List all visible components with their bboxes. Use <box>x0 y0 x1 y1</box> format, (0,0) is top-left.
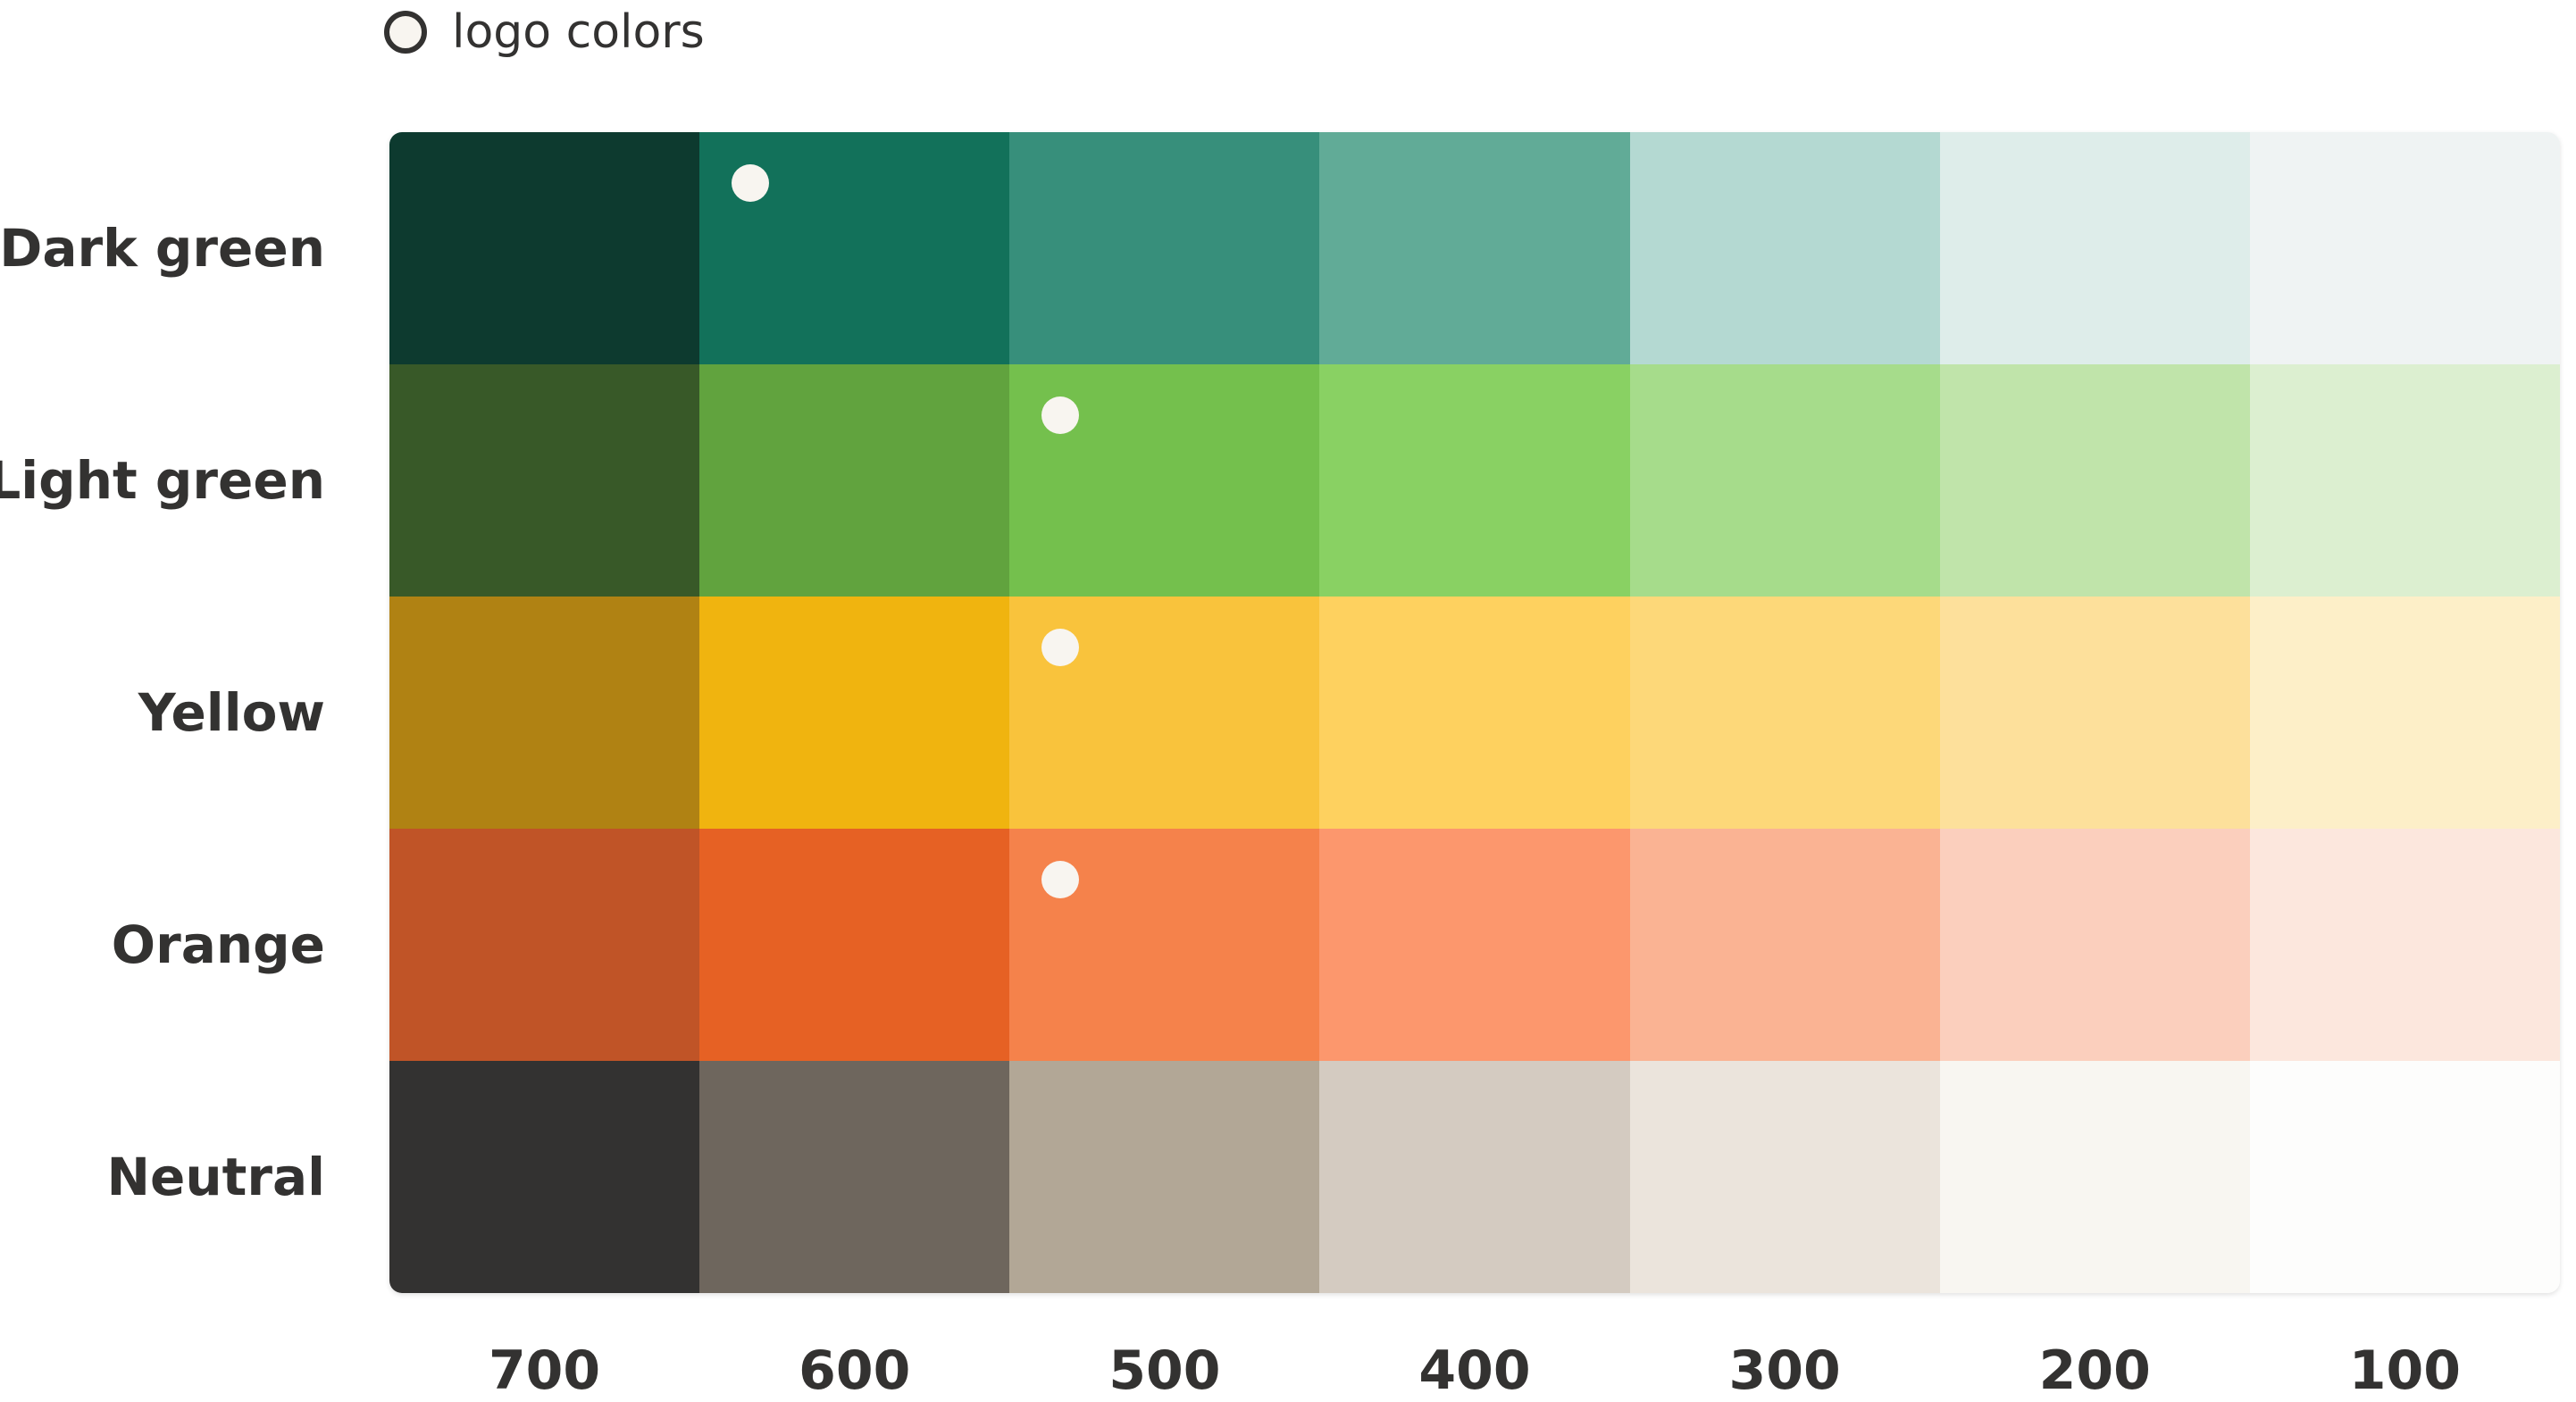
row-labels: Dark green Light green Yellow Orange Neutral <box>0 132 325 1293</box>
color-swatch <box>389 1061 700 1293</box>
color-swatch <box>1939 597 2250 829</box>
shade-label: 500 <box>1108 1339 1221 1402</box>
color-swatch <box>389 597 700 829</box>
color-swatch <box>389 364 700 597</box>
color-swatch <box>1009 1061 1320 1293</box>
shade-label: 400 <box>1418 1339 1531 1402</box>
row-label: Neutral <box>106 1147 325 1207</box>
circle-outline-icon <box>384 11 427 54</box>
logo-color-dot-icon <box>1041 629 1080 666</box>
color-swatch <box>1939 132 2250 364</box>
color-swatch <box>1319 132 1630 364</box>
shade-label: 200 <box>2038 1339 2151 1402</box>
color-swatch <box>1939 1061 2250 1293</box>
row-label: Yellow <box>138 682 325 743</box>
color-swatch <box>1319 1061 1630 1293</box>
legend: logo colors <box>384 4 705 61</box>
shade-label: 100 <box>2348 1339 2462 1402</box>
color-swatch <box>389 132 700 364</box>
color-swatch <box>2249 132 2560 364</box>
color-swatch <box>699 597 1010 829</box>
color-swatch <box>2249 364 2560 597</box>
color-swatch <box>1629 597 1940 829</box>
color-swatch <box>389 829 700 1061</box>
row-label: Dark green <box>0 218 325 279</box>
color-swatch <box>1939 364 2250 597</box>
color-swatch <box>1629 829 1940 1061</box>
color-swatch <box>699 829 1010 1061</box>
color-swatch <box>2249 1061 2560 1293</box>
row-label: Orange <box>111 914 325 975</box>
color-swatch <box>1009 132 1320 364</box>
shade-labels: 700 600 500 400 300 200 100 <box>389 1339 2560 1402</box>
logo-color-dot-icon <box>1041 396 1080 434</box>
color-swatch <box>1319 597 1630 829</box>
color-swatch <box>1629 364 1940 597</box>
color-swatch <box>1319 829 1630 1061</box>
color-swatch <box>1319 364 1630 597</box>
shade-label: 600 <box>799 1339 911 1402</box>
color-swatch <box>2249 829 2560 1061</box>
color-swatch <box>1009 829 1320 1061</box>
logo-color-dot-icon <box>732 164 770 202</box>
shade-label: 300 <box>1728 1339 1841 1402</box>
shade-label: 700 <box>488 1339 601 1402</box>
color-swatch <box>1009 597 1320 829</box>
color-swatch <box>1629 1061 1940 1293</box>
logo-color-dot-icon <box>1041 861 1080 898</box>
color-swatch <box>1009 364 1320 597</box>
color-swatch <box>699 1061 1010 1293</box>
color-swatch <box>699 132 1010 364</box>
color-grid <box>389 132 2560 1293</box>
legend-label: logo colors <box>452 5 705 59</box>
color-swatch <box>2249 597 2560 829</box>
color-swatch <box>699 364 1010 597</box>
color-swatch <box>1939 829 2250 1061</box>
row-label: Light green <box>0 450 325 511</box>
color-swatch <box>1629 132 1940 364</box>
